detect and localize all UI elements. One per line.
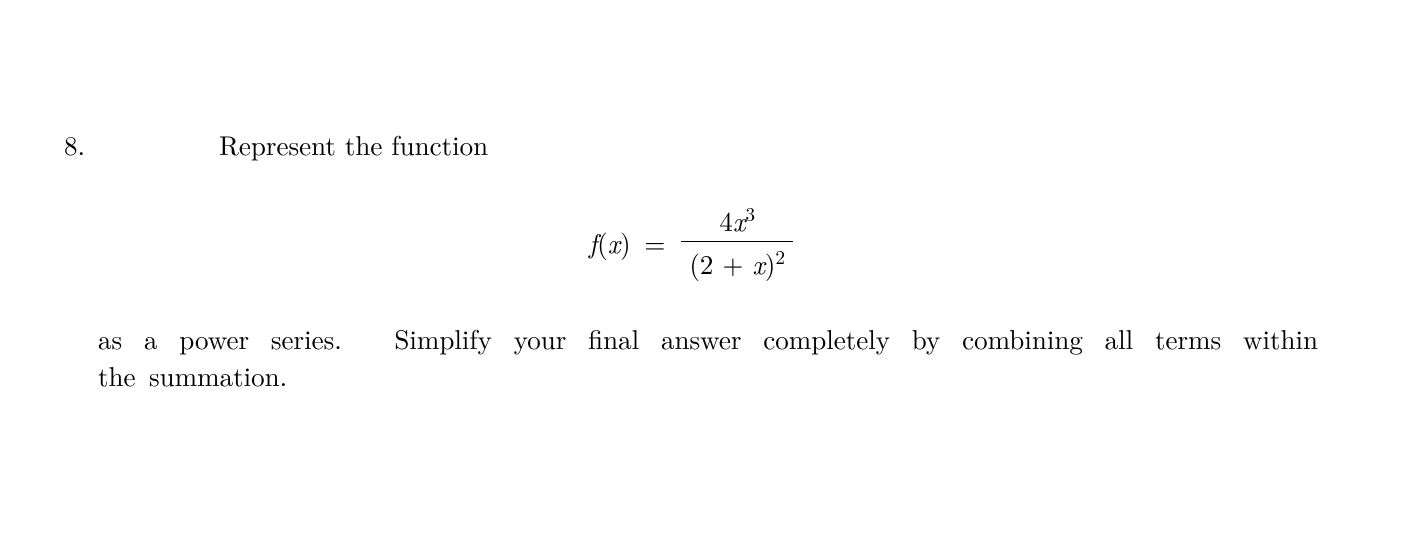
lhs-function-name: f [589, 223, 597, 261]
closing-part1: as a power series. [98, 319, 342, 357]
problem-container: 8. Represent the function f(x) = 4x3 (2 … [64, 125, 1318, 395]
equation-block: f(x) = 4x3 (2 + x)2 [64, 201, 1318, 282]
numerator-coef: 4 [719, 201, 733, 239]
denominator-open: (2 + [689, 244, 752, 282]
fraction: 4x3 (2 + x)2 [681, 201, 793, 282]
numerator-var: x [733, 201, 746, 239]
denominator: (2 + x)2 [681, 241, 793, 282]
intro-text: Represent the function [219, 125, 1318, 163]
lhs-variable: x [608, 223, 621, 261]
problem-number: 8. [64, 125, 85, 163]
lhs-paren-close: ) [620, 223, 631, 261]
denominator-var: x [752, 244, 765, 282]
closing-text: as a power series. Simplify your final a… [98, 320, 1318, 395]
denominator-exponent: 2 [775, 242, 785, 270]
problem-content: Represent the function f(x) = 4x3 (2 + x… [219, 125, 1318, 395]
equals-sign: = [644, 223, 665, 261]
denominator-close: ) [765, 244, 776, 282]
equation-lhs: f(x) = [589, 223, 670, 261]
numerator: 4x3 [711, 201, 763, 241]
equation: f(x) = 4x3 (2 + x)2 [589, 201, 793, 282]
numerator-exponent: 3 [745, 199, 755, 227]
lhs-paren-open: ( [597, 223, 608, 261]
